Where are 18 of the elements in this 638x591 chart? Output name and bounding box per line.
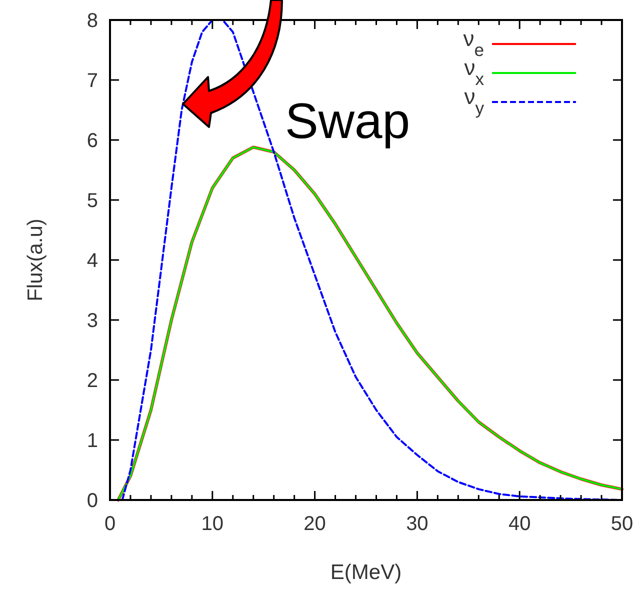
y-tick-label: 7 [86, 70, 98, 92]
y-tick-label: 4 [86, 250, 98, 272]
x-tick-label: 10 [201, 513, 224, 535]
x-tick-label: 0 [104, 513, 116, 535]
x-tick-label: 50 [610, 513, 634, 535]
y-tick-label: 1 [86, 430, 98, 452]
x-tick-label: 30 [406, 513, 428, 535]
y-tick-label: 2 [86, 370, 98, 392]
x-tick-label: 20 [304, 513, 326, 535]
y-tick-label: 8 [86, 10, 98, 32]
y-tick-label: 5 [86, 190, 98, 212]
y-tick-label: 0 [86, 490, 98, 512]
y-tick-label: 3 [86, 310, 98, 332]
y-axis-title: Flux(a.u) [24, 218, 47, 302]
x-axis-title: E(MeV) [330, 561, 402, 584]
x-tick-label: 40 [508, 513, 531, 535]
annotation: Swap [285, 93, 410, 149]
y-tick-label: 6 [86, 130, 98, 152]
